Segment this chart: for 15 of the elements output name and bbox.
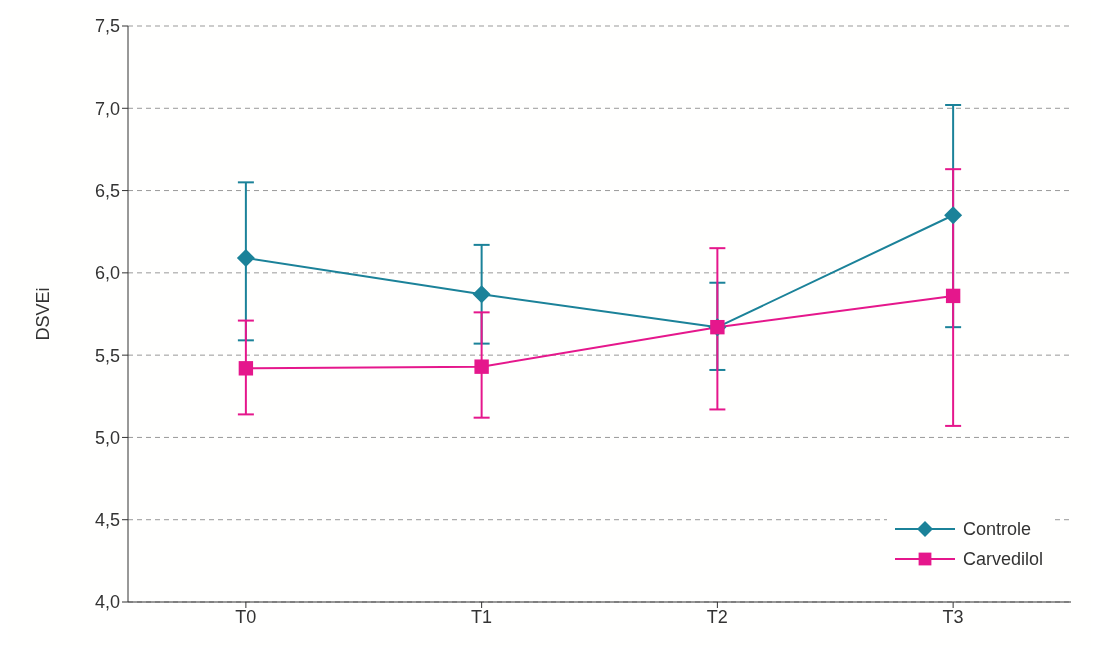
y-tick-label: 5,5 (94, 345, 120, 366)
y-tick-label: 7,5 (94, 16, 120, 37)
y-tick-label: 4,5 (94, 510, 120, 531)
x-tick-label: T2 (706, 606, 728, 627)
legend-label: Controle (962, 518, 1031, 540)
x-tick-label: T0 (235, 606, 257, 627)
x-tick-label: T1 (471, 606, 493, 627)
y-axis-title: DSVEi (33, 287, 54, 341)
legend-label: Carvedilol (962, 548, 1043, 570)
y-tick-label: 7,0 (94, 98, 120, 119)
y-tick-label: 5,0 (94, 427, 120, 448)
y-tick-label: 6,5 (94, 180, 120, 201)
y-tick-label: 6,0 (94, 263, 120, 284)
y-tick-label: 4,0 (94, 592, 120, 613)
x-tick-label: T3 (942, 606, 964, 627)
